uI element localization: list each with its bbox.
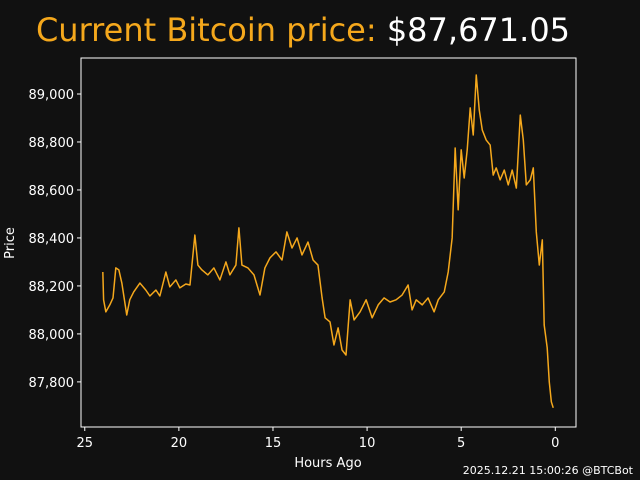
- x-tick-label: 0: [551, 436, 559, 451]
- x-tick-label: 25: [76, 436, 93, 451]
- y-tick-label: 89,000: [29, 88, 75, 103]
- footer: 2025.12.21 15:00:26 @BTCBot: [463, 464, 634, 477]
- x-tick-label: 10: [359, 436, 376, 451]
- y-tick-label: 88,000: [29, 328, 75, 343]
- x-tick-label: 20: [171, 436, 188, 451]
- title-price: $87,671.05: [387, 11, 570, 49]
- y-tick-label: 88,200: [29, 280, 75, 295]
- plot-frame: [80, 57, 577, 428]
- price-line: [102, 74, 554, 409]
- y-tick-label: 88,800: [29, 136, 75, 151]
- y-tick-label: 88,400: [29, 232, 75, 247]
- y-tick-label: 88,600: [29, 184, 75, 199]
- y-axis-label: Price: [3, 227, 18, 259]
- x-tick-label: 15: [265, 436, 282, 451]
- title-text: Current Bitcoin price:: [36, 11, 377, 49]
- chart-title: Current Bitcoin price: $87,671.05: [36, 11, 570, 49]
- x-axis-label: Hours Ago: [294, 456, 361, 471]
- y-tick-label: 87,800: [29, 376, 75, 391]
- x-tick-label: 5: [457, 436, 465, 451]
